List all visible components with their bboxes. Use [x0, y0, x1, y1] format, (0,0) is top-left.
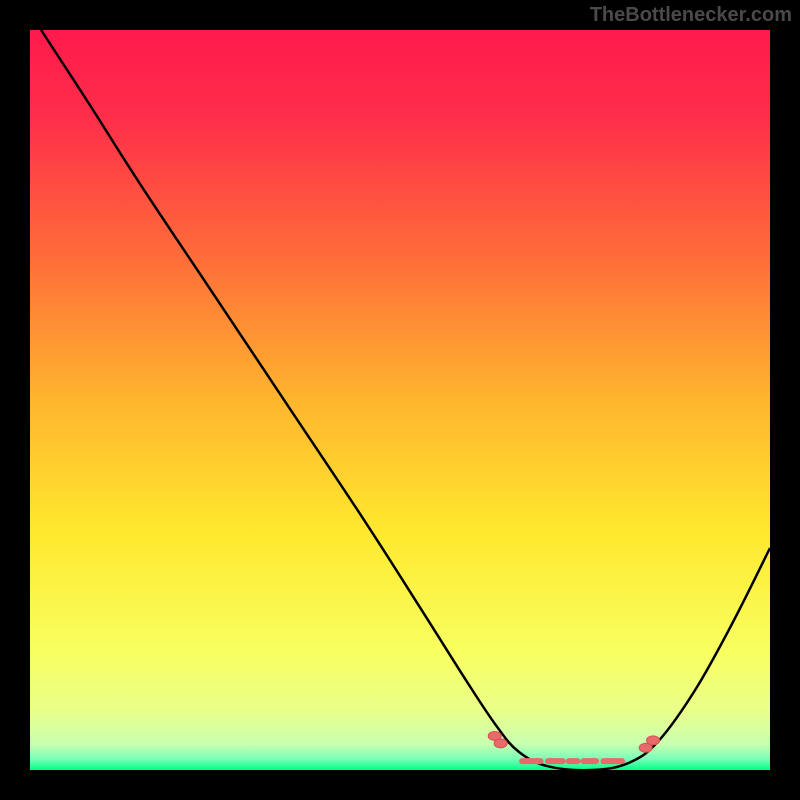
curve-layer	[30, 30, 770, 770]
attribution-text: TheBottlenecker.com	[590, 4, 792, 27]
optimal-marker	[494, 739, 507, 748]
optimal-marker	[647, 736, 660, 745]
bottleneck-curve	[41, 30, 770, 770]
chart-container: TheBottlenecker.com	[0, 0, 800, 800]
plot-area	[30, 30, 770, 770]
